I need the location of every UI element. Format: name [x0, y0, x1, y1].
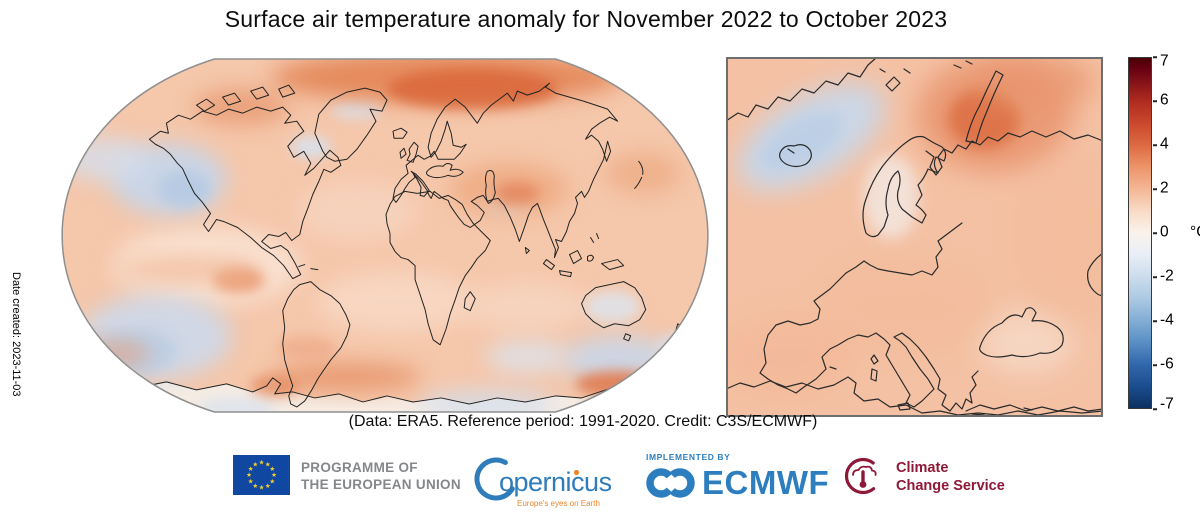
colorbar-tick [1153, 100, 1157, 102]
c3s-icon [844, 457, 882, 495]
copernicus-arc-icon [474, 457, 518, 501]
colorbar-tick-label: 4 [1160, 135, 1169, 153]
copernicus-logo: opernicus Europe's eyes on Earth [473, 451, 623, 515]
colorbar-tick-label: 6 [1160, 91, 1169, 109]
c3s-line1: Climate [896, 460, 949, 476]
copernicus-i-dot-icon [574, 470, 579, 475]
c3s-line2: Change Service [896, 478, 1005, 494]
colorbar-tick [1153, 408, 1157, 410]
figure-title: Surface air temperature anomaly for Nove… [224, 6, 948, 32]
colorbar-tick [1153, 56, 1157, 58]
svg-text:★: ★ [259, 484, 265, 492]
ecmwf-logo: IMPLEMENTED BY ECMWF [646, 452, 829, 501]
colorbar-tick-label: 7 [1160, 52, 1169, 70]
implemented-by-label: IMPLEMENTED BY [646, 452, 731, 462]
ecmwf-wordmark: ECMWF [702, 464, 830, 501]
copernicus-wordmark: opernicus [499, 467, 612, 497]
svg-text:★: ★ [246, 471, 252, 479]
colorbar-tick-label: 2 [1160, 179, 1169, 197]
colorbar-tick-label: -2 [1160, 267, 1174, 285]
svg-text:★: ★ [269, 478, 275, 486]
world-coastlines [135, 82, 692, 408]
eu-programme-line1: PROGRAMME OF [301, 460, 418, 475]
world-map [61, 58, 709, 413]
colorbar-tick-label: -4 [1160, 311, 1174, 329]
svg-text:★: ★ [269, 465, 275, 473]
eu-programme-label: PROGRAMME OF THE EUROPEAN UNION [301, 459, 461, 493]
europe-anomaly-field [726, 57, 1103, 417]
colorbar-tick [1153, 320, 1157, 322]
colorbar-tick-label: -7 [1160, 396, 1174, 414]
colorbar-tick-label: -6 [1160, 355, 1174, 373]
colorbar-tick [1153, 364, 1157, 366]
svg-text:★: ★ [265, 460, 271, 468]
svg-text:★: ★ [248, 465, 254, 473]
eu-programme-line2: THE EUROPEAN UNION [301, 477, 461, 492]
colorbar: 7 6 4 2 0 -2 -4 -6 -7 °C [1128, 53, 1200, 413]
svg-text:★: ★ [271, 471, 277, 479]
svg-text:★: ★ [252, 460, 258, 468]
europe-map [726, 57, 1103, 417]
colorbar-tick [1153, 144, 1157, 146]
svg-text:★: ★ [259, 459, 265, 467]
eu-flag-icon: ★ ★★ ★★★ ★★★ ★★★ [233, 455, 290, 495]
europe-coastlines [726, 57, 1103, 416]
svg-text:★: ★ [265, 482, 271, 490]
ecmwf-mark-icon [646, 468, 695, 498]
climate-change-service-logo: Climate Change Service [842, 453, 1005, 499]
svg-text:★: ★ [248, 478, 254, 486]
europe-map-border [726, 57, 1103, 417]
c3s-label: Climate Change Service [896, 459, 1005, 499]
copernicus-tagline: Europe's eyes on Earth [517, 499, 600, 508]
colorbar-tick [1153, 276, 1157, 278]
colorbar-tick-label: 0 [1160, 223, 1169, 241]
colorbar-gradient [1128, 57, 1152, 409]
svg-text:★: ★ [252, 482, 258, 490]
caption: (Data: ERA5. Reference period: 1991-2020… [348, 413, 818, 430]
colorbar-unit-label: °C [1190, 223, 1200, 241]
colorbar-tick [1153, 188, 1157, 190]
date-created-label: Date created: 2023-11-03 [10, 272, 22, 397]
world-map-boundary [61, 58, 709, 413]
colorbar-tick [1153, 232, 1157, 234]
world-anomaly-field [62, 59, 708, 412]
eu-flag-stars: ★ ★★ ★★★ ★★★ ★★★ [246, 459, 277, 492]
